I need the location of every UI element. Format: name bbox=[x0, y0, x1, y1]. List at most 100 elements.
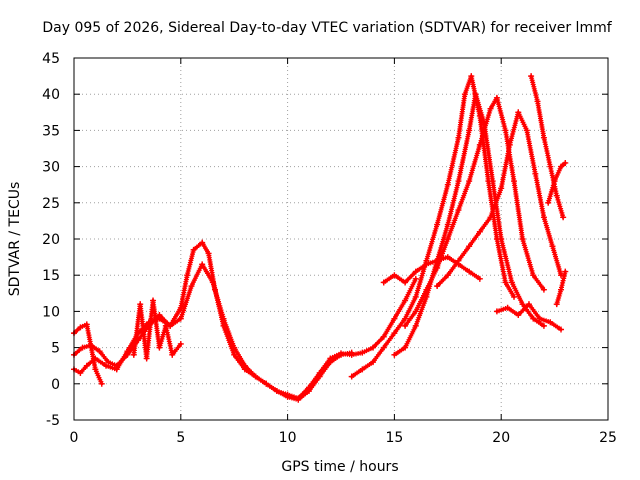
data-point bbox=[455, 134, 462, 141]
x-tick-label: 0 bbox=[70, 430, 79, 446]
data-point bbox=[370, 359, 377, 366]
x-tick-label: 15 bbox=[385, 430, 403, 446]
data-point bbox=[444, 254, 451, 261]
data-point bbox=[391, 330, 398, 337]
data-point bbox=[177, 315, 184, 322]
x-tick-label: 25 bbox=[599, 430, 617, 446]
tick-labels: 0 5 10 15 20 25 -5 0 5 10 15 20 25 30 35 40 45 bbox=[42, 51, 617, 446]
data-point bbox=[199, 239, 206, 246]
data-point bbox=[150, 297, 157, 304]
data-point bbox=[506, 141, 513, 148]
y-tick-label: -5 bbox=[46, 413, 60, 429]
data-point bbox=[220, 315, 227, 322]
series-markers bbox=[494, 301, 562, 331]
data-point bbox=[444, 181, 451, 188]
data-point bbox=[83, 321, 90, 328]
data-point bbox=[77, 369, 84, 376]
series-trace-8 bbox=[434, 109, 565, 290]
data-point bbox=[540, 286, 547, 293]
data-point bbox=[83, 362, 90, 369]
data-point bbox=[359, 349, 366, 356]
y-tick-label: 20 bbox=[42, 232, 60, 248]
data-point bbox=[263, 380, 270, 387]
data-point bbox=[530, 272, 537, 279]
series-markers bbox=[71, 240, 418, 401]
data-point bbox=[402, 297, 409, 304]
data-point bbox=[560, 214, 567, 221]
y-tick-label: 5 bbox=[51, 341, 60, 357]
data-point bbox=[103, 362, 110, 369]
x-tick-label: 20 bbox=[492, 430, 510, 446]
data-point bbox=[466, 268, 473, 275]
data-point bbox=[348, 349, 355, 356]
chart-title: Day 095 of 2026, Sidereal Day-to-day VTE… bbox=[42, 20, 612, 36]
data-point bbox=[562, 159, 569, 166]
data-point bbox=[553, 301, 560, 308]
data-point bbox=[402, 279, 409, 286]
data-point bbox=[540, 322, 547, 329]
grid-lines bbox=[74, 58, 608, 420]
series-trace-11 bbox=[380, 254, 483, 286]
data-point bbox=[370, 344, 377, 351]
data-point bbox=[455, 207, 462, 214]
data-point bbox=[534, 98, 541, 105]
data-point bbox=[113, 362, 120, 369]
data-point bbox=[558, 163, 565, 170]
y-tick-label: 40 bbox=[42, 87, 60, 103]
data-point bbox=[489, 178, 496, 185]
series-markers bbox=[349, 73, 516, 380]
series-markers bbox=[402, 95, 546, 329]
y-tick-label: 45 bbox=[42, 51, 60, 67]
data-point bbox=[348, 373, 355, 380]
data-point bbox=[498, 236, 505, 242]
data-point bbox=[423, 261, 430, 268]
data-point bbox=[105, 359, 112, 366]
data-point bbox=[199, 261, 206, 268]
data-point bbox=[530, 315, 537, 322]
data-point bbox=[493, 308, 500, 315]
x-tick-label: 10 bbox=[279, 430, 297, 446]
data-point bbox=[476, 141, 483, 148]
data-point bbox=[466, 178, 473, 185]
data-point bbox=[391, 351, 398, 358]
data-point bbox=[434, 264, 441, 271]
series-trace-1 bbox=[71, 239, 419, 402]
data-point bbox=[504, 304, 511, 311]
data-point bbox=[231, 344, 238, 351]
data-point bbox=[169, 351, 176, 358]
axis-ticks bbox=[73, 57, 609, 421]
data-point bbox=[476, 275, 483, 282]
data-point bbox=[338, 351, 344, 358]
data-point bbox=[558, 286, 565, 293]
data-point bbox=[327, 359, 334, 366]
data-point bbox=[511, 178, 518, 185]
data-point bbox=[380, 279, 387, 286]
data-point bbox=[519, 236, 526, 242]
y-tick-label: 35 bbox=[42, 123, 60, 139]
data-point bbox=[523, 127, 530, 134]
data-point bbox=[508, 279, 515, 286]
plot-frame bbox=[73, 57, 609, 421]
y-tick-label: 30 bbox=[42, 160, 60, 176]
series-trace-4 bbox=[130, 297, 184, 362]
data-point bbox=[434, 257, 441, 264]
data-point bbox=[423, 286, 430, 293]
series-trace-9 bbox=[528, 73, 567, 221]
data-point bbox=[466, 127, 473, 134]
data-point bbox=[209, 279, 216, 286]
y-tick-label: 15 bbox=[42, 268, 60, 284]
data-point bbox=[402, 344, 409, 351]
data-point bbox=[284, 393, 291, 400]
data-point bbox=[391, 272, 398, 279]
data-point bbox=[444, 221, 451, 228]
data-point bbox=[92, 366, 99, 373]
data-point bbox=[536, 315, 543, 322]
data-point bbox=[380, 333, 387, 340]
data-point bbox=[252, 373, 259, 380]
series-trace-3 bbox=[71, 321, 105, 387]
series-trace-10 bbox=[545, 159, 569, 206]
data-point bbox=[468, 73, 475, 80]
data-point bbox=[96, 348, 103, 355]
data-point bbox=[177, 340, 184, 347]
